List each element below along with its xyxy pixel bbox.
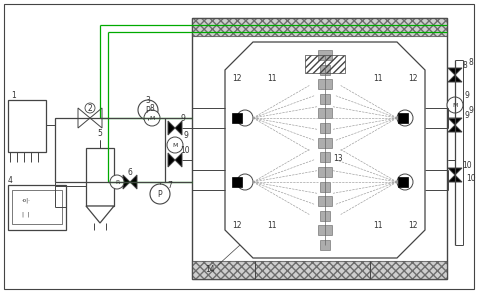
Circle shape bbox=[237, 174, 253, 190]
Text: 1: 1 bbox=[12, 91, 16, 99]
Text: 9: 9 bbox=[468, 105, 473, 115]
Bar bbox=[8, 185, 66, 230]
Bar bbox=[320, 152, 330, 162]
Text: 3: 3 bbox=[145, 96, 150, 104]
Text: 8: 8 bbox=[468, 57, 473, 67]
Circle shape bbox=[167, 137, 183, 153]
Circle shape bbox=[144, 110, 160, 126]
Text: 2: 2 bbox=[88, 104, 92, 112]
Polygon shape bbox=[168, 153, 175, 167]
Text: 5: 5 bbox=[97, 128, 102, 138]
Text: 9: 9 bbox=[180, 113, 185, 123]
Text: M: M bbox=[452, 102, 458, 107]
Text: 7: 7 bbox=[168, 181, 172, 189]
Text: 11: 11 bbox=[373, 221, 383, 229]
Text: 8: 8 bbox=[463, 60, 468, 70]
Polygon shape bbox=[175, 121, 182, 135]
Bar bbox=[320, 123, 330, 133]
Polygon shape bbox=[168, 121, 175, 135]
Text: 10: 10 bbox=[466, 173, 476, 183]
Polygon shape bbox=[175, 153, 182, 167]
Text: 11: 11 bbox=[267, 221, 277, 229]
Text: M: M bbox=[149, 115, 155, 120]
Bar bbox=[318, 225, 332, 235]
Polygon shape bbox=[448, 125, 462, 132]
Bar bbox=[12, 190, 62, 224]
Text: 4: 4 bbox=[8, 176, 13, 184]
Bar bbox=[192, 18, 447, 279]
Text: 9: 9 bbox=[465, 110, 469, 120]
Bar bbox=[320, 211, 330, 221]
Bar bbox=[232, 113, 242, 123]
Bar bbox=[305, 55, 345, 73]
Text: P: P bbox=[158, 189, 162, 199]
Circle shape bbox=[85, 103, 95, 113]
Circle shape bbox=[397, 110, 413, 126]
Bar bbox=[320, 181, 330, 192]
Circle shape bbox=[447, 97, 463, 113]
Text: R: R bbox=[115, 179, 119, 184]
Text: P: P bbox=[146, 105, 150, 115]
Text: 8: 8 bbox=[150, 104, 155, 112]
Bar bbox=[318, 79, 332, 89]
Text: 10: 10 bbox=[180, 146, 190, 155]
Bar bbox=[398, 177, 408, 187]
Polygon shape bbox=[448, 175, 462, 182]
Text: 11: 11 bbox=[373, 73, 383, 83]
Text: M: M bbox=[172, 142, 178, 147]
Text: 12: 12 bbox=[408, 73, 418, 83]
Text: 11: 11 bbox=[267, 73, 277, 83]
Polygon shape bbox=[448, 118, 462, 125]
Bar bbox=[318, 138, 332, 148]
Polygon shape bbox=[448, 68, 462, 75]
Circle shape bbox=[237, 110, 253, 126]
Bar bbox=[320, 65, 330, 75]
Bar bbox=[320, 94, 330, 104]
Text: 9: 9 bbox=[465, 91, 469, 99]
Bar bbox=[192, 18, 447, 36]
Text: 12: 12 bbox=[232, 73, 242, 83]
Polygon shape bbox=[448, 75, 462, 82]
Bar bbox=[318, 50, 332, 60]
Polygon shape bbox=[448, 168, 462, 175]
Polygon shape bbox=[90, 108, 102, 128]
Polygon shape bbox=[78, 108, 90, 128]
Text: 12: 12 bbox=[408, 221, 418, 229]
Bar bbox=[320, 240, 330, 250]
Circle shape bbox=[110, 175, 124, 189]
Bar bbox=[318, 167, 332, 177]
Bar bbox=[192, 261, 447, 279]
Text: |  |: | | bbox=[22, 211, 30, 217]
Text: ·o|·: ·o|· bbox=[22, 197, 30, 203]
Circle shape bbox=[150, 184, 170, 204]
Text: 6: 6 bbox=[128, 168, 132, 176]
Polygon shape bbox=[123, 175, 130, 189]
Bar bbox=[8, 100, 46, 152]
Circle shape bbox=[138, 100, 158, 120]
Bar bbox=[398, 113, 408, 123]
Text: 13: 13 bbox=[333, 154, 343, 163]
Polygon shape bbox=[130, 175, 137, 189]
Text: 12: 12 bbox=[232, 221, 242, 229]
Bar bbox=[232, 177, 242, 187]
Bar bbox=[318, 108, 332, 118]
Circle shape bbox=[397, 174, 413, 190]
Text: 14: 14 bbox=[205, 266, 215, 274]
Bar bbox=[86, 148, 114, 206]
Text: 10: 10 bbox=[462, 160, 472, 170]
Text: 9: 9 bbox=[183, 131, 189, 139]
Polygon shape bbox=[86, 206, 114, 223]
Bar bbox=[318, 196, 332, 206]
